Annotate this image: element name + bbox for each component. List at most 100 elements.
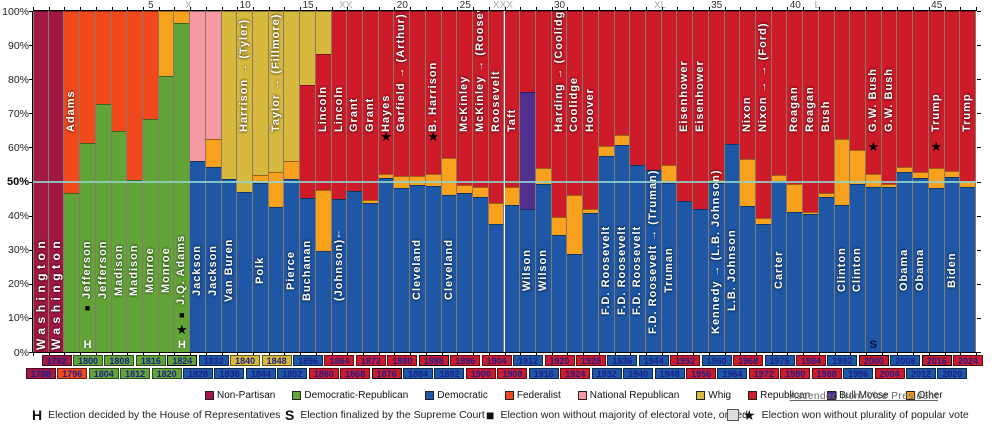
H-marker: H (83, 339, 92, 352)
segment-dem (913, 177, 928, 352)
segment-rep (803, 11, 818, 212)
segment-oth (771, 174, 787, 182)
segment-rep (551, 11, 567, 217)
year-chip-1960: 1960 (701, 355, 732, 366)
bar-2000: G.W. Bush ★ S (865, 11, 882, 352)
bar-segments (881, 11, 897, 352)
president-label: Carter (772, 250, 785, 290)
top-bar-tick (473, 7, 475, 11)
bottom-bar-tick (677, 352, 679, 356)
footnote-text: Election decided by the House of Represe… (48, 409, 281, 421)
top-bar-tick (363, 7, 365, 11)
president-label: Van Buren (222, 238, 235, 302)
bar-segments (677, 11, 693, 352)
segment-dem (583, 212, 598, 352)
bar-segments (803, 11, 818, 352)
segment-dem (834, 205, 850, 352)
top-bar-tick (394, 7, 396, 11)
bar-segments (661, 11, 677, 352)
segment-dem (520, 209, 535, 352)
year-chip-2020: 2020 (937, 368, 968, 379)
bar-1808: Madison (111, 11, 128, 352)
segment-whig (221, 11, 237, 179)
bar-1984: Reagan (803, 11, 819, 352)
dem-swatch (425, 391, 435, 400)
bar-segments (410, 11, 425, 352)
legend-item-bm: Bull Moose (827, 390, 889, 401)
year-chip-1808: 1808 (104, 355, 135, 366)
year-chip-1956: 1956 (685, 368, 716, 379)
bar-segments (441, 11, 457, 352)
bar-1876: Hayes ★ (378, 11, 395, 352)
bar-segments (300, 11, 315, 352)
top-bar-tick (504, 7, 506, 11)
year-chip-1876: 1876 (371, 368, 402, 379)
segment-rep (771, 11, 787, 175)
segment-oth (850, 149, 865, 185)
year-chip-1816: 1816 (135, 355, 166, 366)
year-chip-1944: 1944 (638, 355, 669, 366)
bottom-bar-tick (897, 352, 899, 356)
year-chip-1912: 1912 (513, 355, 544, 366)
year-chip-1796: 1796 (57, 368, 88, 379)
year-chip-1844: 1844 (245, 368, 276, 379)
year-chip-2012: 2012 (905, 368, 936, 379)
bar-segments (928, 11, 944, 352)
bottom-bar-tick (95, 352, 97, 356)
top-bar-tick (205, 7, 207, 11)
legend-item-rep: Republican (748, 390, 810, 401)
top-bar-tick (724, 7, 726, 11)
segment-dem (803, 213, 818, 352)
bottom-bar-tick (127, 352, 129, 356)
segment-dem (457, 192, 473, 352)
segment-dem (504, 205, 520, 352)
left-axis-line (32, 11, 33, 353)
fed-swatch (504, 391, 514, 400)
segment-whig (300, 11, 315, 85)
arrow-marker: ↓ (335, 225, 342, 240)
president-number-mark: 25 (459, 0, 471, 11)
year-chip-1840: 1840 (230, 355, 261, 366)
segment-rep (425, 11, 441, 175)
bar-segments (111, 11, 127, 352)
bar-segments (378, 11, 394, 352)
right-axis-tick (977, 45, 981, 47)
president-label: F.D. Roosevelt → (Truman) (646, 169, 659, 334)
whig-swatch (696, 391, 706, 400)
segment-oth (834, 138, 850, 206)
legend-item-natrep: National Republican (577, 390, 679, 401)
top-bar-tick (881, 7, 883, 11)
bar-segments (190, 11, 205, 352)
segment-rep (614, 11, 630, 136)
top-bar-tick (787, 7, 789, 11)
president-label: Eisenhower (678, 60, 691, 132)
y-axis-tick (29, 317, 33, 319)
president-label: Trump (929, 93, 942, 132)
president-label: Nixon → → (Ford) (756, 22, 769, 133)
oth-swatch (905, 391, 915, 400)
year-chip-1848: 1848 (261, 355, 292, 366)
bar-segments (834, 11, 850, 352)
top-bar-tick (111, 7, 113, 11)
election-roman-mark: L (814, 0, 821, 11)
star-marker: ★ (175, 321, 188, 337)
bar-segments (771, 11, 787, 352)
segment-rep (960, 11, 975, 181)
election-roman-mark: XXX (492, 0, 513, 11)
segment-oth (363, 199, 378, 203)
bar-segments (944, 11, 960, 352)
bar-segments (913, 11, 928, 352)
bar-segments (630, 11, 645, 352)
president-label: Biden (945, 252, 958, 288)
bm-swatch (827, 391, 837, 400)
segment-dr (143, 119, 158, 352)
legend-label: Federalist (516, 390, 561, 401)
segment-dr (64, 193, 80, 352)
president-number-mark: 30 (553, 0, 566, 11)
y-axis-tick (29, 352, 33, 353)
footnote-symbol: ■ (486, 407, 495, 423)
np-swatch (205, 391, 214, 400)
top-bar-tick (755, 7, 757, 11)
year-chip-1984: 1984 (795, 355, 826, 366)
bar-1896: McKinley (457, 11, 474, 352)
